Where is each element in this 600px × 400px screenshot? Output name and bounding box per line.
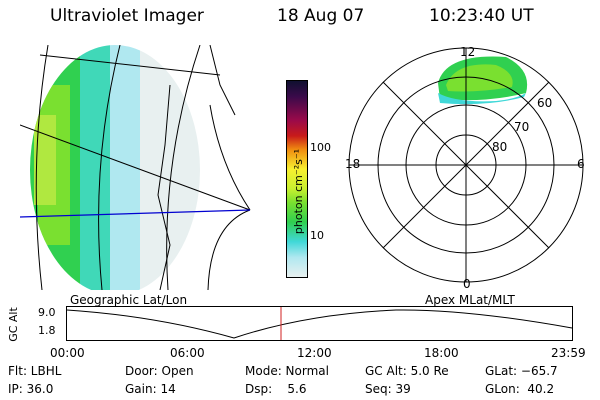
polar-ring-80: 80 <box>492 140 508 154</box>
timeline-y-tick-9: 9.0 <box>38 306 56 319</box>
colorbar-unit-label: photon cm⁻²s⁻¹ <box>292 148 306 235</box>
timeline-y-tick-1-8: 1.8 <box>38 324 56 337</box>
polar-label-0: 0 <box>463 277 471 291</box>
status-ip: IP: 36.0 <box>8 382 54 396</box>
colorbar-tick-10: 10 <box>310 229 324 242</box>
colorbar-tick-100: 100 <box>310 141 331 154</box>
timeline-plot <box>66 306 573 341</box>
polar-ring-60: 60 <box>537 96 553 110</box>
status-gc-alt: GC Alt: 5.0 Re <box>365 364 449 378</box>
status-dsp: Dsp: 5.6 <box>245 382 307 396</box>
polar-label-6: 6 <box>577 157 585 171</box>
timeline-x-tick-0600: 06:00 <box>170 346 205 360</box>
polar-label-18: 18 <box>345 157 361 171</box>
instrument-title: Ultraviolet Imager <box>50 6 204 26</box>
status-door: Door: Open <box>125 364 194 378</box>
polar-ring-70: 70 <box>514 120 530 134</box>
timeline-x-tick-0000: 00:00 <box>50 346 85 360</box>
time-label: 10:23:40 UT <box>429 6 534 26</box>
timeline-x-tick-2359: 23:59 <box>551 346 586 360</box>
timeline-right-label: Apex MLat/MLT <box>425 293 515 307</box>
timeline-left-label: Geographic Lat/Lon <box>70 293 188 307</box>
timeline-y-label: GC Alt <box>6 307 20 342</box>
colorbar <box>286 80 308 278</box>
status-seq: Seq: 39 <box>365 382 411 396</box>
polar-plot <box>348 47 584 283</box>
polar-label-12: 12 <box>460 45 476 59</box>
status-gain: Gain: 14 <box>125 382 176 396</box>
date-label: 18 Aug 07 <box>277 6 365 26</box>
status-glon: GLon: 40.2 <box>485 382 555 396</box>
status-mode: Mode: Normal <box>245 364 329 378</box>
timeline-x-tick-1800: 18:00 <box>424 346 459 360</box>
status-filter: Flt: LBHL <box>8 364 62 378</box>
status-glat: GLat: −65.7 <box>485 364 558 378</box>
timeline-x-tick-1200: 12:00 <box>297 346 332 360</box>
geographic-image <box>20 45 251 290</box>
